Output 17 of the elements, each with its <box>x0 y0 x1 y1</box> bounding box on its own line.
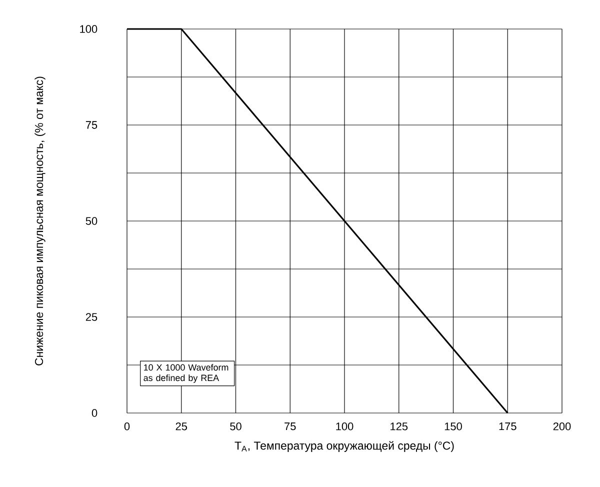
x-tick-label: 100 <box>336 422 354 430</box>
annotation: 10 X 1000 Waveform as defined by REA <box>144 364 228 383</box>
x-tick-label: 200 <box>553 422 571 430</box>
y-axis-title: Снижение пиковая импульсная мощность, (% от макс) <box>34 76 46 366</box>
x-tick-label: 150 <box>444 422 462 430</box>
x-tick-label: 50 <box>230 422 242 430</box>
y-tick-label: 0 <box>92 409 98 417</box>
x-axis-title: T$_{A}$, Температура окружающей среды (°C) <box>234 441 454 452</box>
x-tick-label: 175 <box>499 422 516 430</box>
y-tick-label: 75 <box>86 121 98 129</box>
y-tick-label: 50 <box>86 217 98 225</box>
y-tick-label: 25 <box>86 313 98 321</box>
y-tick-label: 100 <box>80 25 98 33</box>
x-tick-label: 75 <box>284 422 296 430</box>
x-tick-label: 0 <box>124 422 130 430</box>
x-tick-label: 125 <box>390 422 408 430</box>
x-tick-label: 25 <box>176 422 187 430</box>
